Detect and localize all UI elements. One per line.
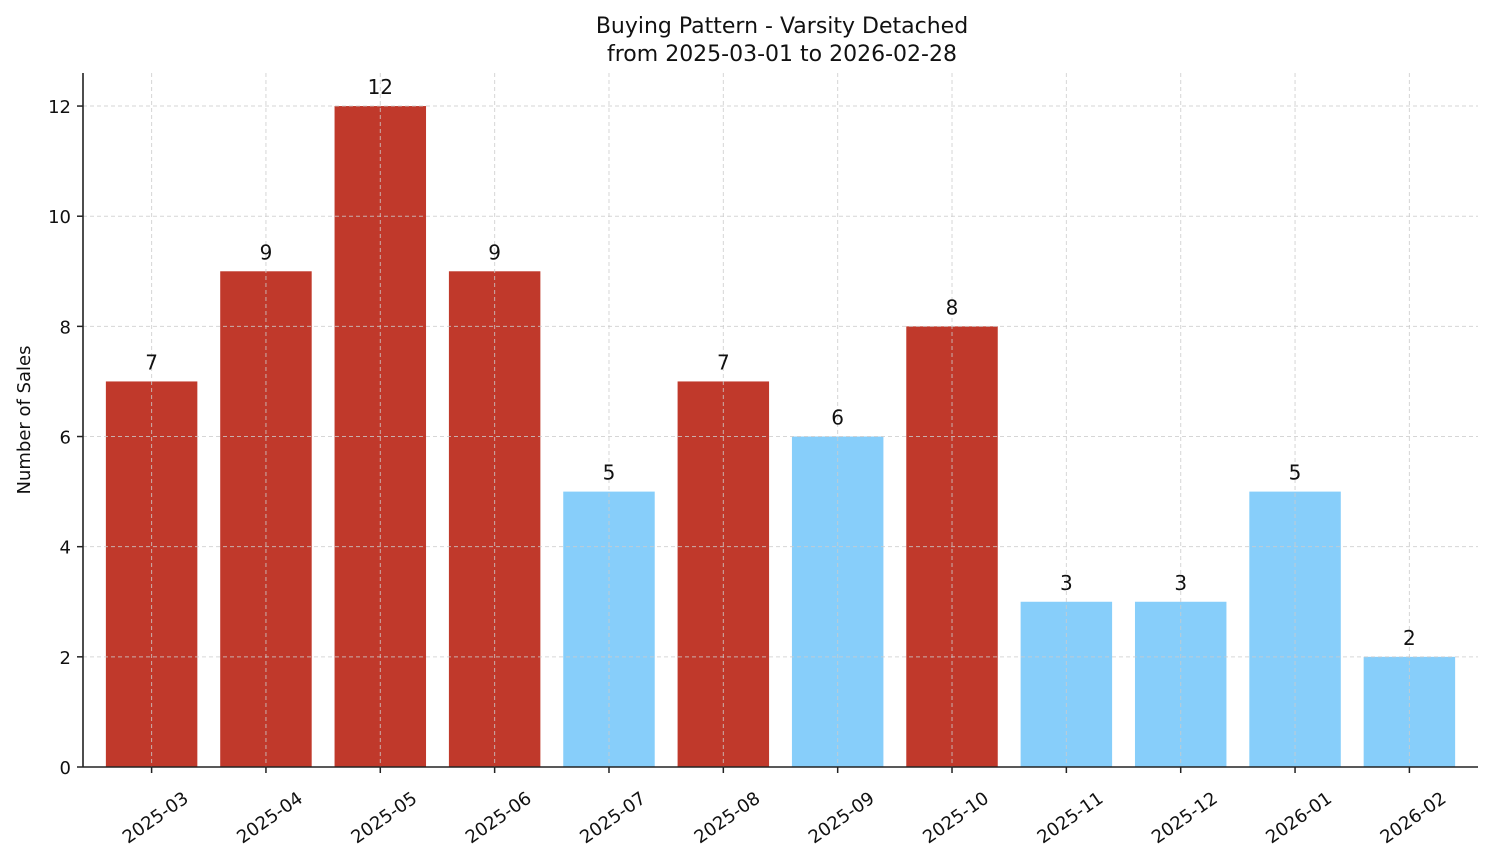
value-label: 3 bbox=[1174, 571, 1187, 595]
chart-subtitle: from 2025-03-01 to 2026-02-28 bbox=[607, 42, 957, 67]
x-tick-label: 2025-08 bbox=[691, 788, 765, 848]
x-tick-label: 2025-04 bbox=[233, 788, 307, 848]
x-tick-label: 2025-12 bbox=[1148, 788, 1222, 848]
value-label: 12 bbox=[368, 75, 393, 99]
value-label: 7 bbox=[145, 350, 158, 374]
value-label: 9 bbox=[488, 240, 501, 264]
x-tick-label: 2025-07 bbox=[576, 788, 650, 848]
y-tick-label: 6 bbox=[60, 428, 71, 449]
value-label: 9 bbox=[260, 240, 273, 264]
value-label: 2 bbox=[1403, 626, 1416, 650]
value-label: 3 bbox=[1060, 571, 1073, 595]
x-tick-label: 2025-05 bbox=[348, 788, 422, 848]
x-tick-label: 2026-02 bbox=[1377, 788, 1451, 848]
y-tick-label: 8 bbox=[60, 317, 71, 338]
chart-title: Buying Pattern - Varsity Detached bbox=[596, 14, 968, 39]
x-tick-label: 2025-03 bbox=[119, 788, 193, 848]
y-axis-label: Number of Sales bbox=[14, 345, 35, 494]
y-tick-label: 2 bbox=[60, 648, 71, 669]
y-tick-label: 0 bbox=[60, 758, 71, 779]
value-label: 8 bbox=[946, 295, 959, 319]
y-tick-label: 4 bbox=[60, 538, 71, 559]
x-tick-label: 2025-10 bbox=[919, 788, 993, 848]
y-tick-label: 12 bbox=[48, 97, 71, 118]
x-tick-label: 2025-11 bbox=[1034, 788, 1108, 848]
value-label: 6 bbox=[831, 406, 844, 430]
x-tick-label: 2026-01 bbox=[1262, 788, 1336, 848]
y-tick-label: 10 bbox=[48, 207, 71, 228]
value-label: 5 bbox=[603, 461, 616, 485]
x-tick-label: 2025-06 bbox=[462, 788, 536, 848]
value-label: 7 bbox=[717, 350, 730, 374]
grid-lines bbox=[83, 73, 1478, 767]
value-label: 5 bbox=[1289, 461, 1302, 485]
x-tick-label: 2025-09 bbox=[805, 788, 879, 848]
value-labels: 7 9 12 9 5 7 6 8 3 3 5 2 bbox=[145, 75, 1416, 650]
